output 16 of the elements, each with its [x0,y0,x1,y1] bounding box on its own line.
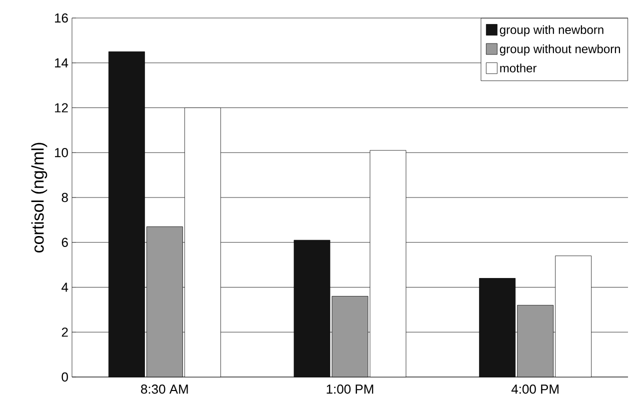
y-axis-title: cortisol (ng/ml) [31,142,48,253]
x-tick-label: 8:30 AM [141,384,188,394]
y-tick-label: 2 [62,328,68,337]
legend-label: mother [500,64,537,72]
x-tick-label: 1:00 PM [326,384,374,394]
y-tick-label: 16 [54,13,68,23]
x-tick-label: 4:00 PM [511,384,558,394]
y-tick-label: 4 [62,282,68,292]
y-tick-label: 14 [54,58,68,68]
legend-label: group with newborn [500,25,604,36]
y-tick-label: 12 [54,103,68,112]
y-tick-label: 6 [62,238,68,247]
y-tick-label: 8 [62,192,68,202]
legend-label: group without newborn [500,44,620,56]
y-tick-label: 0 [62,372,68,382]
y-tick-label: 10 [54,148,68,158]
